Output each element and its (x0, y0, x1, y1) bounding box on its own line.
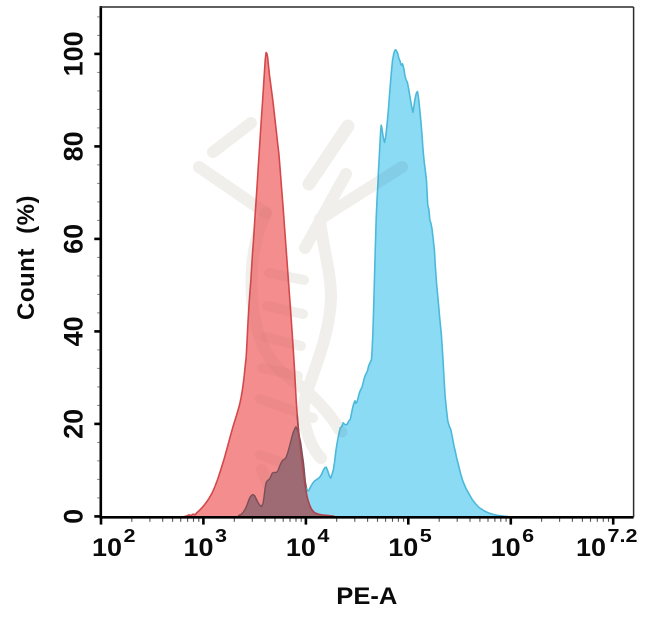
svg-text:6: 6 (522, 525, 534, 546)
svg-text:20: 20 (59, 409, 89, 439)
svg-text:0: 0 (59, 509, 89, 524)
svg-text:10: 10 (576, 534, 606, 562)
svg-text:Count (%): Count (%) (13, 195, 40, 320)
svg-text:3: 3 (215, 525, 227, 546)
svg-text:80: 80 (59, 131, 89, 161)
svg-text:PE-A: PE-A (336, 583, 397, 610)
svg-text:2: 2 (124, 525, 136, 546)
svg-text:4: 4 (317, 525, 330, 546)
svg-text:10: 10 (92, 534, 122, 562)
svg-text:7.2: 7.2 (608, 525, 638, 546)
svg-text:10: 10 (286, 534, 316, 562)
svg-text:10: 10 (184, 534, 214, 562)
svg-text:5: 5 (420, 525, 432, 546)
svg-text:10: 10 (388, 534, 418, 562)
svg-text:10: 10 (491, 534, 521, 562)
svg-text:40: 40 (59, 316, 89, 346)
svg-text:60: 60 (59, 224, 89, 254)
svg-text:100: 100 (59, 31, 89, 76)
